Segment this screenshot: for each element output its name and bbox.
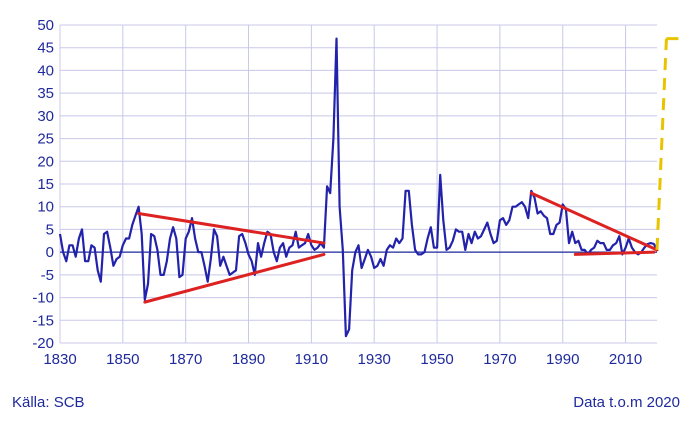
x-tick-label: 2010 xyxy=(609,351,642,368)
x-tick-label: 1830 xyxy=(43,351,76,368)
x-tick-label: 1850 xyxy=(106,351,139,368)
y-tick-label: 5 xyxy=(46,221,54,238)
inflation-line-chart: -20 -15 -10 -5 0 5 10 15 20 25 30 35 40 45 50 1830 1850… xyxy=(32,17,681,368)
x-tick-label: 1930 xyxy=(358,351,391,368)
x-tick-label: 1870 xyxy=(169,351,202,368)
y-tick-label: 25 xyxy=(37,131,54,148)
trend-line xyxy=(573,250,656,256)
y-tick-label: 0 xyxy=(46,244,54,261)
trend-line xyxy=(137,212,326,245)
y-tick-label: 20 xyxy=(37,153,54,170)
y-tick-label: 10 xyxy=(37,199,54,216)
y-tick-label: -10 xyxy=(32,290,54,307)
y-tick-label: 35 xyxy=(37,85,54,102)
y-tick-label: -15 xyxy=(32,312,54,329)
y-tick-label: -20 xyxy=(32,335,54,352)
annotation-layer xyxy=(137,37,681,304)
y-tick-label: 50 xyxy=(37,17,54,34)
grid-lines xyxy=(59,24,657,344)
trend-line xyxy=(143,252,326,304)
y-tick-label: 40 xyxy=(37,62,54,79)
trend-line xyxy=(529,191,659,252)
y-tick-label: 15 xyxy=(37,176,54,193)
x-tick-label: 1970 xyxy=(483,351,516,368)
x-axis-ticks: 1830 1850 1870 1890 1910 1930 1950 1970 1990 2010 xyxy=(43,351,642,368)
x-tick-label: 1990 xyxy=(546,351,579,368)
y-tick-label: -5 xyxy=(41,267,54,284)
series-line xyxy=(58,37,658,338)
x-tick-label: 1910 xyxy=(295,351,328,368)
series-layer xyxy=(58,37,658,338)
y-axis-ticks: -20 -15 -10 -5 0 5 10 15 20 25 30 35 40 45 50 xyxy=(32,17,54,352)
x-tick-label: 1890 xyxy=(232,351,265,368)
y-tick-label: 30 xyxy=(37,108,54,125)
source-label: Källa: SCB xyxy=(12,394,85,411)
y-tick-label: 45 xyxy=(37,40,54,57)
x-tick-label: 1950 xyxy=(420,351,453,368)
data-through-label: Data t.o.m 2020 xyxy=(573,394,680,411)
projection-dashed-line xyxy=(655,38,668,250)
